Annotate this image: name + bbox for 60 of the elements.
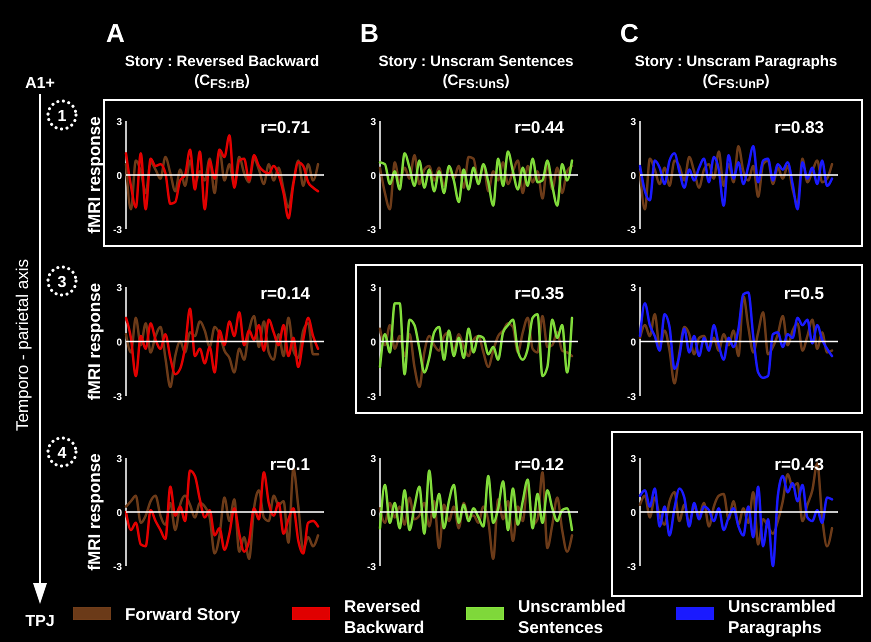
y-tick-label: -3: [627, 392, 636, 403]
y-tick-label: -3: [627, 225, 636, 236]
chart-subtitle: Story : Unscram Paragraphs (C$_{FS:UnP}$): [634, 53, 838, 91]
text: 4: [58, 445, 67, 462]
y-tick-label: 3: [630, 117, 636, 128]
line-series: [638, 474, 834, 568]
chart-title: A: [106, 18, 125, 48]
y-tick-label: 0: [630, 508, 636, 519]
text: 1: [58, 108, 67, 125]
line-series: [378, 302, 574, 378]
y-tick-label: 0: [116, 338, 122, 348]
y-tick-label: -3: [113, 562, 122, 573]
y-tick-label: 3: [116, 117, 122, 128]
y-tick-label: -3: [367, 225, 376, 236]
text: 3: [58, 274, 67, 291]
chart-subtitle: Story : Unscram Sentences (C$_{FS:UnS}$): [378, 53, 574, 91]
y-tick-label: 0: [116, 171, 122, 182]
y-tick-label: -3: [367, 562, 376, 573]
y-axis-title: fMRI response: [85, 282, 104, 400]
annotation: r=0.5: [784, 284, 824, 303]
line-series: [124, 134, 320, 220]
chart-subtitle: Story : Reversed Backward (C$_{FS:rB}$): [124, 53, 320, 91]
annotation: r=0.44: [514, 118, 565, 137]
y-tick-label: -3: [113, 225, 122, 236]
annotation: r=0.35: [514, 284, 564, 303]
y-tick-label: 0: [630, 171, 636, 182]
y-axis-title: fMRI response: [85, 116, 104, 234]
y-tick-label: 3: [370, 117, 376, 128]
legend-label: Unscrambled Sentences: [518, 597, 626, 637]
y-tick-label: 0: [370, 508, 376, 519]
line-series: [378, 469, 574, 535]
y-tick-label: 0: [370, 338, 376, 348]
y-tick-label: 3: [370, 454, 376, 465]
y-tick-label: 3: [370, 283, 376, 294]
y-tick-label: -3: [367, 392, 376, 403]
annotation: r=0.43: [774, 455, 824, 474]
y-tick-label: 3: [630, 283, 636, 294]
legend-label: Forward Story: [125, 605, 241, 624]
y-tick-label: 0: [370, 171, 376, 182]
text: TPJ: [25, 613, 55, 630]
chart-title: B: [360, 18, 379, 48]
annotation: r=0.71: [260, 118, 310, 137]
y-tick-label: -3: [627, 562, 636, 573]
y-tick-label: -3: [113, 392, 122, 403]
text: Temporo - parietal axis: [13, 259, 32, 431]
y-axis-title: fMRI response: [85, 453, 104, 571]
line-series: [124, 308, 320, 378]
y-tick-label: 3: [116, 283, 122, 294]
chart-title: C: [620, 18, 639, 48]
y-tick-label: 0: [630, 338, 636, 348]
annotation: r=0.14: [260, 284, 311, 303]
legend-label: Unscrambled Paragraphs: [728, 597, 836, 637]
y-tick-label: 0: [116, 508, 122, 519]
annotation: r=0.83: [774, 118, 824, 137]
text: A1+: [25, 75, 55, 92]
annotation: r=0.12: [514, 455, 564, 474]
annotation: r=0.1: [270, 455, 310, 474]
y-tick-label: 3: [116, 454, 122, 465]
legend-label: Reversed Backward: [344, 597, 424, 637]
y-tick-label: 3: [630, 454, 636, 465]
